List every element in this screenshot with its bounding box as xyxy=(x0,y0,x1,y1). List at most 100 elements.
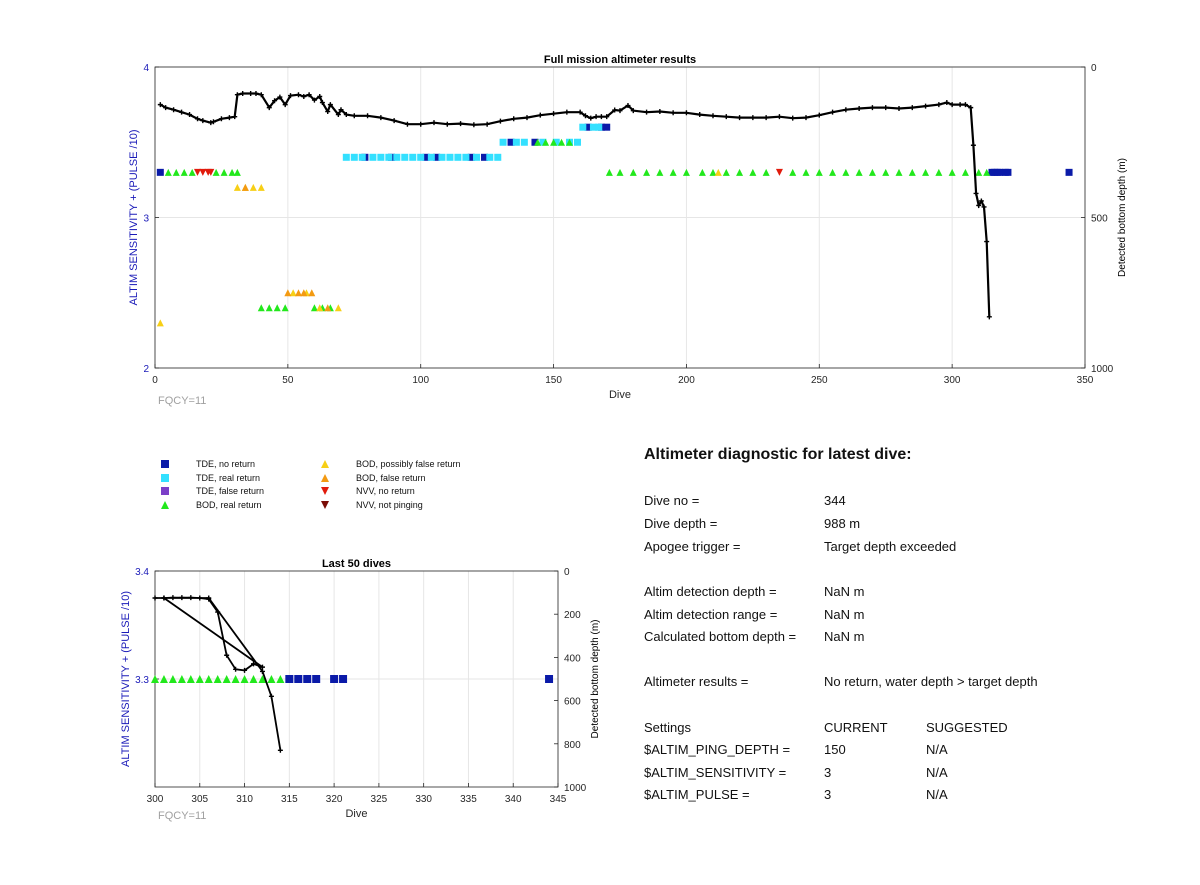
diag-value: No return, water depth > target depth xyxy=(824,674,1038,689)
diag-value: NaN m xyxy=(824,607,865,622)
legend-item: TDE, real return xyxy=(160,472,260,484)
bottom-depth-point xyxy=(272,98,278,104)
point-bod-real-return xyxy=(605,168,613,176)
point-tde-no-return xyxy=(433,153,441,161)
bottom-depth-point xyxy=(644,109,650,115)
bottom-depth-point xyxy=(723,114,729,120)
bottom-depth-point xyxy=(582,113,588,119)
point-bod-false-return xyxy=(241,183,249,191)
bottom-depth-point xyxy=(200,118,206,124)
bottom-depth-point xyxy=(949,102,955,108)
point-bod-possibly-false-return xyxy=(257,183,265,191)
point-bod-real-return xyxy=(922,168,930,176)
chart-title: Last 50 dives xyxy=(322,558,391,570)
point-bod-real-return xyxy=(789,168,797,176)
bottom-depth-point xyxy=(444,121,450,127)
bottom-depth-point xyxy=(612,107,618,113)
legend-marker xyxy=(161,487,169,495)
bottom-depth-point xyxy=(564,109,570,115)
bottom-depth-point xyxy=(431,120,437,126)
point-bod-possibly-false-return xyxy=(334,304,342,312)
diag-value: 988 m xyxy=(824,516,861,531)
legend-item: TDE, no return xyxy=(160,458,255,470)
legend-marker xyxy=(161,473,169,482)
point-bod-real-return xyxy=(975,168,983,176)
bottom-depth-point xyxy=(763,115,769,121)
bottom-depth-point xyxy=(266,105,272,111)
legend-item: TDE, false return xyxy=(160,485,264,497)
bottom-depth-point xyxy=(277,747,283,753)
bottom-depth-point xyxy=(617,108,623,114)
bottom-depth-point xyxy=(224,652,230,658)
point-bod-real-return xyxy=(749,168,757,176)
bottom-depth-point xyxy=(816,112,822,118)
point-bod-possibly-false-return xyxy=(289,289,297,297)
point-tde-no-return xyxy=(312,675,321,683)
x-tick-label: 325 xyxy=(371,794,388,805)
point-tde-real-return xyxy=(409,153,417,161)
bottom-depth-point xyxy=(259,664,265,670)
point-bod-real-return xyxy=(233,168,241,176)
point-bod-false-return xyxy=(294,289,302,297)
point-tde-real-return xyxy=(595,123,603,131)
point-bod-real-return xyxy=(186,675,195,683)
point-tde-real-return xyxy=(494,153,502,161)
y-tick-label: 2 xyxy=(143,364,149,375)
y2-tick-label: 0 xyxy=(1091,63,1097,74)
legend-item: BOD, possibly false return xyxy=(320,458,461,470)
diag-label: Altim detection depth = xyxy=(644,584,777,599)
point-bod-real-return xyxy=(935,168,943,176)
diag-label: Altimeter results = xyxy=(644,674,749,689)
point-bod-false-return xyxy=(308,289,316,297)
bottom-depth-point xyxy=(195,116,201,122)
point-bod-real-return xyxy=(948,168,956,176)
bottom-depth-point xyxy=(593,114,599,120)
bottom-depth-point xyxy=(830,109,836,115)
bottom-depth-point xyxy=(511,116,517,122)
bottom-depth-point xyxy=(471,122,477,128)
point-nvv-no-return xyxy=(199,168,207,176)
y2-tick-label: 200 xyxy=(564,610,581,621)
bottom-depth-point xyxy=(978,198,984,204)
point-bod-real-return xyxy=(534,138,542,146)
legend-marker-triangle-up xyxy=(321,473,329,482)
point-bod-possibly-false-return xyxy=(714,168,722,176)
bottom-depth-point xyxy=(936,102,942,108)
point-tde-no-return xyxy=(330,675,339,683)
point-bod-real-return xyxy=(212,168,220,176)
point-tde-no-return xyxy=(996,168,1004,176)
point-tde-real-return xyxy=(512,138,520,146)
point-bod-real-return xyxy=(722,168,730,176)
point-bod-real-return xyxy=(228,168,236,176)
x-tick-label: 335 xyxy=(460,794,477,805)
bottom-depth-point xyxy=(973,190,979,196)
bottom-depth-point xyxy=(803,115,809,121)
bottom-depth-point xyxy=(317,93,323,99)
diag-value: N/A xyxy=(926,787,948,802)
diag-label: $ALTIM_PING_DEPTH = xyxy=(644,742,791,757)
x-tick-label: 300 xyxy=(147,794,164,805)
bottom-depth-point xyxy=(962,102,968,108)
legend-marker xyxy=(161,460,169,468)
y2-tick-label: 600 xyxy=(564,697,581,708)
legend-label: BOD, real return xyxy=(196,499,262,510)
diag-value: N/A xyxy=(926,765,948,780)
bottom-depth-line xyxy=(155,596,282,751)
diag-value: 3 xyxy=(824,787,832,802)
bottom-depth-point xyxy=(327,102,333,108)
point-bod-real-return xyxy=(188,168,196,176)
point-tde-real-return xyxy=(377,153,385,161)
y-axis-label: ALTIM SENSITIVITY + (PULSE /10) xyxy=(128,130,140,306)
legend-label: BOD, possibly false return xyxy=(356,459,461,469)
x-tick-label: 300 xyxy=(944,375,961,386)
bottom-depth-point xyxy=(551,111,557,117)
bottom-depth-point xyxy=(657,109,663,115)
bottom-depth-point xyxy=(282,102,288,108)
legend-label: NVV, no return xyxy=(356,486,415,496)
point-tde-real-return xyxy=(350,153,358,161)
point-bod-possibly-false-return xyxy=(249,183,257,191)
legend-label: TDE, real return xyxy=(196,472,261,483)
bottom-depth-point xyxy=(248,90,254,96)
bottom-depth-point xyxy=(976,202,982,208)
current-header: CURRENT xyxy=(824,720,888,735)
